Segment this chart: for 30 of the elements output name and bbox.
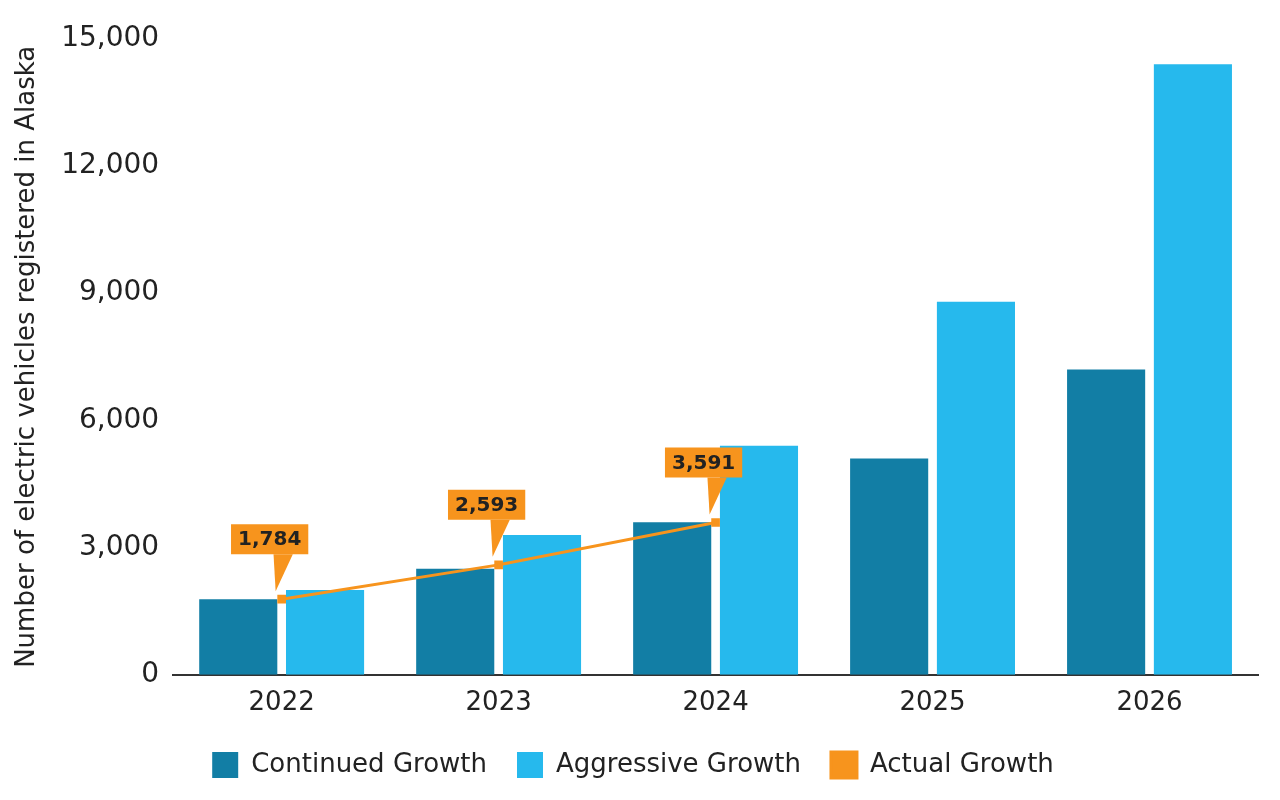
y-tick-label: 15,000 <box>61 20 160 54</box>
point <box>711 518 720 527</box>
legend-label: Aggressive Growth <box>555 747 801 778</box>
bar <box>199 599 278 675</box>
y-axis-title: Number of electric vehicles registered in Alaska <box>10 45 41 668</box>
point <box>494 560 503 570</box>
bar <box>1153 64 1232 675</box>
data-label: 1,784 <box>238 526 302 551</box>
x-tick-label: 2022 <box>248 686 315 717</box>
y-tick-label: 12,000 <box>61 147 160 181</box>
x-tick-label: 2026 <box>1116 686 1183 717</box>
x-tick-label: 2023 <box>465 686 532 717</box>
data-label: 3,591 <box>671 449 736 474</box>
data-label: 2,593 <box>454 492 519 517</box>
bar <box>502 534 582 675</box>
bar <box>633 522 712 675</box>
y-tick-label: 0 <box>141 656 160 690</box>
point <box>277 594 286 604</box>
bar <box>936 301 1015 675</box>
y-tick-label: 3,000 <box>79 528 160 562</box>
x-tick-label: 2024 <box>682 686 749 717</box>
bar <box>1067 369 1146 675</box>
legend-label: Actual Growth <box>869 747 1054 778</box>
bar <box>286 590 365 675</box>
legend-label: Continued Growth <box>251 747 487 778</box>
bar <box>416 568 495 675</box>
y-tick-label: 6,000 <box>79 401 160 435</box>
x-tick-label: 2025 <box>899 686 966 717</box>
y-tick-label: 9,000 <box>79 274 160 308</box>
bar <box>850 458 929 675</box>
